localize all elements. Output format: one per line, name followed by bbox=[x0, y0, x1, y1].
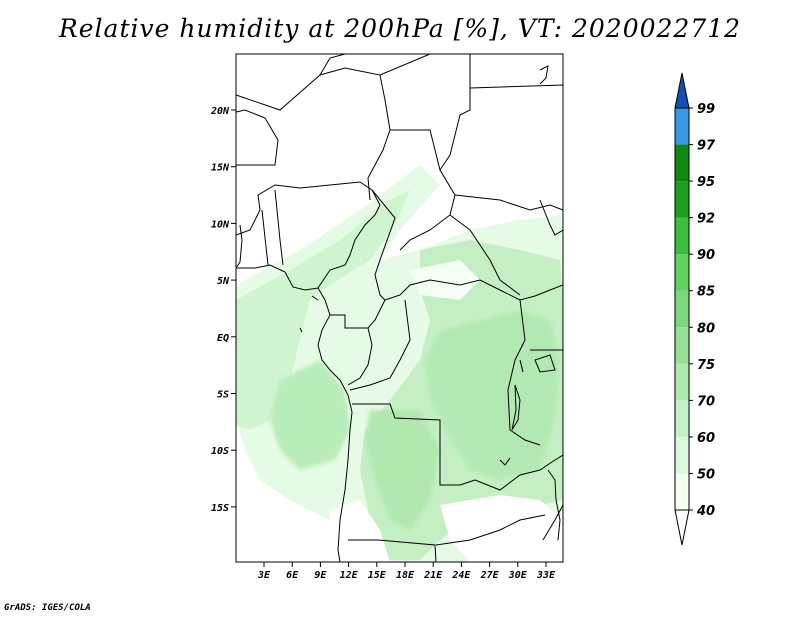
colorbar-swatch bbox=[675, 290, 689, 328]
colorbar-swatch bbox=[675, 254, 689, 291]
lat-tick-label: 15S bbox=[211, 503, 229, 514]
lon-tick-label: 27E bbox=[480, 570, 500, 581]
lake-kivu bbox=[519, 359, 524, 373]
border-ghana-togo bbox=[261, 189, 284, 266]
lon-tick-label: 30E bbox=[508, 570, 528, 581]
colorbar-label: 95 bbox=[697, 175, 715, 190]
lon-tick-label: 15E bbox=[368, 570, 387, 581]
coast-sinai bbox=[539, 65, 549, 85]
lat-tick-label: 20N bbox=[210, 106, 230, 117]
lon-tick-label: 9E bbox=[314, 570, 327, 581]
lat-tick-label: EQ bbox=[217, 333, 229, 344]
border-ethiopia bbox=[539, 199, 563, 236]
lon-tick-label: 3E bbox=[257, 570, 271, 581]
rh-60-70-core bbox=[425, 310, 560, 480]
border-sudan-west bbox=[439, 54, 471, 171]
coastline-westafrica bbox=[236, 224, 243, 269]
border-angola-namibia bbox=[348, 539, 437, 562]
west-coastline bbox=[236, 264, 353, 562]
border-gabon-congo bbox=[330, 299, 386, 329]
border-sudan-car bbox=[449, 214, 521, 296]
border-zambia-south bbox=[435, 514, 546, 546]
colorbar-swatch bbox=[675, 363, 689, 401]
lon-tick-label: 6E bbox=[286, 570, 299, 581]
credit-label: GrADS: IGES/COLA bbox=[4, 603, 91, 613]
rh-60-70-south bbox=[365, 410, 440, 530]
colorbar-label: 80 bbox=[697, 321, 715, 336]
border-sudan-southsudan bbox=[454, 194, 563, 211]
colorbar-swatch bbox=[675, 108, 689, 145]
lake-mweru bbox=[499, 457, 511, 466]
lon-tick-label: 12E bbox=[340, 570, 359, 581]
border-north bbox=[319, 54, 346, 76]
rh-60-70-southwest bbox=[270, 360, 350, 470]
colorbar-label: 99 bbox=[697, 102, 715, 117]
lake-tanganyika bbox=[511, 384, 521, 431]
country-borders bbox=[236, 54, 563, 562]
colorbar-label: 60 bbox=[697, 431, 715, 446]
island-fernando bbox=[311, 295, 319, 301]
lat-axis: 20N 15N 10N 5N EQ 5S 10S 15S bbox=[210, 106, 236, 514]
lat-tick-label: 10N bbox=[211, 219, 230, 230]
colorbar-min-triangle bbox=[674, 509, 690, 546]
lake-victoria bbox=[534, 354, 556, 373]
border-congo-drc bbox=[347, 327, 373, 386]
map-title: Relative humidity at 200hPa [%], VT: 202… bbox=[58, 14, 742, 43]
lat-tick-label: 5N bbox=[217, 276, 230, 287]
border-algeria-niger bbox=[236, 67, 391, 201]
colorbar-label: 70 bbox=[697, 394, 715, 409]
border-libya bbox=[379, 54, 431, 76]
lake-malawi bbox=[547, 469, 561, 541]
border-zambia-tanzania bbox=[474, 454, 563, 491]
border-chad bbox=[390, 129, 456, 251]
border-congo-river bbox=[349, 299, 411, 391]
map-frame bbox=[235, 53, 564, 563]
colorbar-swatch bbox=[675, 327, 689, 364]
lon-tick-label: 21E bbox=[423, 570, 443, 581]
colorbar-label: 40 bbox=[696, 504, 715, 519]
lon-axis: 3E 6E 9E 12E 15E 18E 21E 24E 27E 30E 33E bbox=[257, 562, 556, 581]
colorbar-label: 90 bbox=[697, 248, 715, 263]
humidity-field bbox=[236, 165, 563, 562]
border-mozambique bbox=[542, 504, 563, 541]
colorbar-label: 75 bbox=[697, 358, 715, 373]
border-drc-east bbox=[507, 299, 541, 446]
border-cameroon-chad bbox=[371, 189, 396, 301]
colorbar-max-triangle bbox=[674, 72, 690, 109]
colorbar-label: 92 bbox=[697, 212, 715, 227]
colorbar-swatch bbox=[675, 473, 689, 510]
border-nigeria-cameroon bbox=[317, 214, 376, 289]
colorbar-swatch bbox=[675, 436, 689, 474]
lat-tick-label: 10S bbox=[211, 446, 229, 457]
island-bioko bbox=[299, 327, 303, 333]
rh-50-60-band-west bbox=[236, 190, 410, 430]
lat-tick-label: 5S bbox=[217, 390, 229, 401]
dry-gap-southeast bbox=[440, 495, 563, 562]
dry-gap-south bbox=[330, 500, 390, 562]
lon-tick-label: 24E bbox=[451, 570, 471, 581]
colorbar-label: 85 bbox=[697, 285, 715, 300]
lat-tick-label: 15N bbox=[211, 163, 230, 174]
colorbar-swatch bbox=[675, 144, 689, 182]
colorbar-label: 50 bbox=[697, 467, 715, 482]
colorbar: 40 50 60 70 75 80 85 90 92 95 97 99 bbox=[674, 72, 716, 546]
colorbar-outline bbox=[674, 107, 690, 511]
border-burkina-niger bbox=[236, 181, 381, 236]
border-egypt-sudan bbox=[469, 84, 563, 89]
dry-gap-central bbox=[410, 260, 480, 300]
border-angola-drc bbox=[352, 403, 476, 486]
colorbar-swatch bbox=[675, 181, 689, 218]
lon-tick-label: 18E bbox=[396, 570, 415, 581]
colorbar-swatch bbox=[675, 217, 689, 255]
colorbar-swatch bbox=[675, 400, 689, 437]
border-car-drc bbox=[384, 279, 563, 301]
colorbar-label: 97 bbox=[697, 139, 716, 154]
border-mali bbox=[236, 109, 279, 166]
lon-tick-label: 33E bbox=[536, 570, 556, 581]
